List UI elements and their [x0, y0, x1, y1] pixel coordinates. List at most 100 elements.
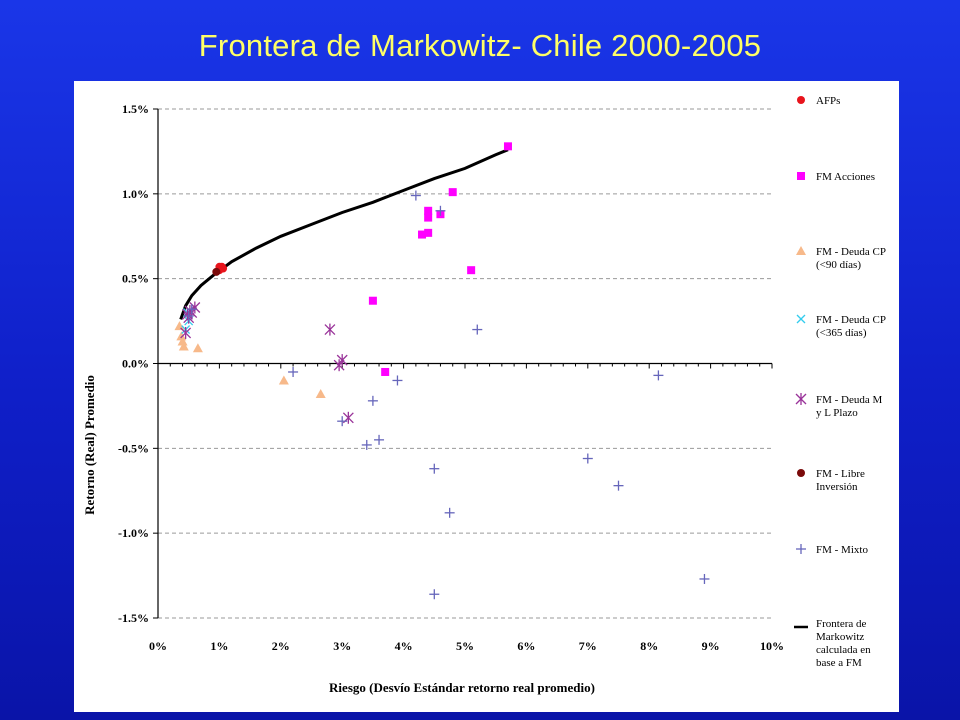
x-tick-label: 0%	[149, 639, 167, 653]
point-plus	[429, 463, 440, 474]
markowitz-scatter-chart: 1.5% 1.0% 0.5% 0.0% -0.5% -1.0% -1.5%0% 1% 2% 3% 4…	[82, 95, 886, 695]
legend-label: AFPs	[816, 95, 840, 107]
legend-swatch	[796, 246, 806, 255]
point-plus	[392, 375, 403, 386]
frontier-line	[179, 148, 509, 320]
legend-swatch	[795, 393, 807, 405]
point-square	[418, 230, 427, 239]
y-tick-label: -1.5%	[118, 611, 149, 625]
legend-label-line: calculada en	[816, 644, 871, 656]
y-tick-label: 0.0%	[122, 357, 149, 371]
point-square	[503, 142, 512, 151]
legend-label-line: base a FM	[816, 657, 862, 669]
point-plus	[367, 395, 378, 406]
legend-label: Frontera de Markowitz calculada en base a F…	[816, 618, 871, 669]
x-axis-title: Riesgo (Desvío Estándar retorno real pro…	[329, 680, 595, 695]
point-plus	[653, 370, 664, 381]
point-square	[424, 206, 433, 215]
point-triangle	[176, 331, 187, 341]
tick-labels: 1.5% 1.0% 0.5% 0.0% -0.5% -1.0% -1.5%0% 1% 2% 3% 4…	[118, 102, 784, 653]
point-asterisk	[324, 323, 336, 336]
legend-label-line: AFPs	[816, 95, 840, 107]
legend-label-line: FM - Deuda CP	[816, 246, 886, 258]
legend-swatch	[797, 96, 805, 104]
point-plus	[444, 507, 455, 518]
point-triangle	[278, 375, 289, 385]
legend-swatch-stroke	[796, 314, 806, 324]
point-square	[424, 228, 433, 237]
x-tick-label: 5%	[456, 639, 474, 653]
point-plus	[435, 205, 446, 216]
legend-label-line: FM - Deuda M	[816, 394, 883, 406]
y-axis-title: Retorno (Real) Promedio	[82, 375, 97, 515]
point-square	[381, 367, 390, 376]
legend-label-line: Markowitz	[816, 631, 864, 643]
point-plus	[613, 480, 624, 491]
point-plus	[361, 439, 372, 450]
legend-label-line: FM Acciones	[816, 171, 875, 183]
point-plus	[429, 589, 440, 600]
legend-label: FM - Deuda CP (<365 días)	[816, 314, 886, 339]
legend-label-line: FM - Deuda CP	[816, 314, 886, 326]
legend-label-line: FM - Mixto	[816, 544, 868, 556]
point-plus	[337, 416, 348, 427]
legend-label-line: (<365 días)	[816, 327, 867, 339]
x-tick-label: 1%	[210, 639, 228, 653]
point-triangle	[315, 389, 326, 399]
y-tick-label: 1.5%	[122, 102, 149, 116]
point-triangle	[174, 321, 185, 331]
y-tick-label: -0.5%	[118, 441, 149, 455]
y-tick-label: -1.0%	[118, 526, 149, 540]
point-asterisk	[333, 359, 345, 372]
legend-label: FM - Deuda CP (<90 días)	[816, 246, 886, 271]
x-tick-label: 7%	[579, 639, 597, 653]
x-tick-label: 6%	[517, 639, 535, 653]
y-tick-label: 0.5%	[122, 272, 149, 286]
legend-label: FM - Mixto	[816, 544, 868, 556]
legend-label-line: Frontera de	[816, 618, 867, 630]
legend-label: FM Acciones	[816, 171, 875, 183]
y-tick-label: 1.0%	[122, 187, 149, 201]
x-tick-label: 9%	[702, 639, 720, 653]
point-square	[368, 296, 377, 305]
point-plus	[288, 366, 299, 377]
legend-label-line: FM - Libre	[816, 468, 865, 480]
point-plus	[374, 434, 385, 445]
legend-label: FM - Libre Inversión	[816, 468, 865, 493]
legend-swatch	[796, 544, 806, 554]
point-triangle	[192, 343, 203, 353]
point-plus	[410, 190, 421, 201]
legend-label-line: (<90 días)	[816, 259, 861, 271]
point-triangle	[177, 336, 188, 346]
grid-lines	[158, 108, 772, 619]
point-square	[448, 188, 457, 197]
data-series	[174, 142, 710, 600]
point-plus	[186, 304, 197, 315]
point-plus	[582, 453, 593, 464]
point-circle	[212, 267, 221, 276]
legend-swatch	[796, 314, 806, 324]
legend-swatch	[797, 172, 805, 180]
point-plus	[699, 573, 710, 584]
slide-title: Frontera de Markowitz- Chile 2000-2005	[198, 28, 762, 63]
point-triangle	[178, 341, 189, 351]
point-asterisk	[342, 411, 354, 424]
point-square	[467, 266, 476, 275]
point-plus	[183, 310, 194, 321]
x-tick-label: 2%	[272, 639, 290, 653]
axes	[153, 108, 773, 619]
legend-label-line: Inversión	[816, 481, 858, 493]
x-tick-label: 8%	[640, 639, 658, 653]
chart-panel: 1.5% 1.0% 0.5% 0.0% -0.5% -1.0% -1.5% 0% 1% 2% 3% 4…	[74, 81, 899, 712]
x-tick-label: 3%	[333, 639, 351, 653]
point-asterisk	[184, 304, 196, 317]
x-tick-label: 10%	[760, 639, 784, 653]
point-plus	[472, 324, 483, 335]
point-square	[424, 213, 433, 222]
legend-label-line: y L Plazo	[816, 407, 858, 419]
x-tick-label: 4%	[395, 639, 413, 653]
legend-swatch	[797, 469, 805, 477]
point-asterisk	[180, 326, 192, 339]
